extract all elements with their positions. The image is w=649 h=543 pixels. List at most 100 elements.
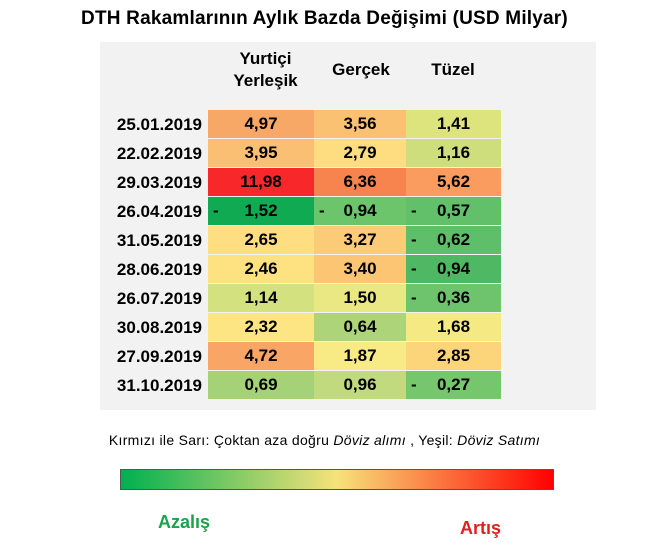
heatmap-cell: 2,46 [208, 255, 314, 283]
cell-value: 1,50 [343, 288, 377, 307]
heatmap-cell: -0,57 [406, 197, 501, 225]
heatmap-cell: 2,79 [314, 139, 406, 167]
cell-value: 0,64 [343, 317, 377, 336]
column-header-line: Tüzel [431, 60, 475, 79]
cell-value: 3,40 [343, 259, 377, 278]
table-row: 26.04.2019-1,52-0,94-0,57 [100, 197, 510, 226]
heatmap-cell: 1,68 [406, 313, 501, 341]
heatmap-cell: 3,40 [314, 255, 406, 283]
cell-value: 1,68 [436, 317, 471, 336]
heatmap-cell: 3,27 [314, 226, 406, 254]
heatmap-cell: 3,95 [208, 139, 314, 167]
cell-value: 0,36 [436, 288, 471, 307]
chart-title: DTH Rakamlarının Aylık Bazda Değişimi (U… [81, 8, 568, 29]
cell-value: 0,94 [436, 259, 471, 278]
cell-value: 4,97 [244, 114, 278, 133]
note-text-buy: Döviz alımı [333, 432, 406, 448]
row-date: 31.05.2019 [116, 231, 202, 250]
row-date: 27.09.2019 [116, 347, 202, 366]
cell-value: 2,65 [244, 230, 278, 249]
heatmap-cell: -0,94 [314, 197, 406, 225]
column-header-line: Yerleşik [233, 71, 298, 90]
heatmap-cell: 1,14 [208, 284, 314, 312]
heatmap-cell: 4,97 [208, 110, 314, 138]
heatmap-cell: 4,72 [208, 342, 314, 370]
table-row: 25.01.2019 4,97 3,56 1,41 [100, 110, 510, 139]
cell-value: 2,85 [436, 346, 471, 365]
row-date: 22.02.2019 [116, 144, 202, 163]
cell-value: 0,96 [343, 375, 377, 394]
cell-value: 3,95 [244, 143, 278, 162]
table-row: 31.05.2019 2,65 3,27 -0,62 [100, 226, 510, 255]
negative-sign: - [411, 375, 417, 394]
note-text-sell: Döviz Satımı [457, 432, 541, 448]
cell-value: 1,41 [436, 114, 471, 133]
column-header-line: Yurtiçi [239, 49, 292, 68]
table-row: 31.10.2019 0,69 0,96 -0,27 [100, 371, 510, 400]
cell-value: 0,62 [436, 230, 471, 249]
heatmap-cell: - 1,52 [208, 197, 314, 225]
heatmap-cell: 2,85 [406, 342, 501, 370]
cell-value: 0,94 [343, 201, 377, 220]
negative-sign: - [411, 259, 417, 278]
cell-value: 11,98 [240, 172, 282, 191]
heatmap-cell: 0,64 [314, 313, 406, 341]
cell-value: 0,27 [436, 375, 471, 394]
column-header-individual: Gerçek [314, 59, 408, 81]
heatmap-cell: -0,36 [406, 284, 501, 312]
cell-value: 1,16 [436, 143, 471, 162]
row-date: 30.08.2019 [116, 318, 202, 337]
heatmap-cell: 1,50 [314, 284, 406, 312]
negative-sign: - [411, 230, 417, 249]
table-row: 28.06.2019 2,46 3,40 -0,94 [100, 255, 510, 284]
note-text: Kırmızı ile Sarı: Çoktan aza doğru [108, 432, 334, 448]
heatmap-cell: 0,69 [208, 371, 314, 399]
cell-value: 2,46 [244, 259, 278, 278]
row-date: 25.01.2019 [116, 115, 202, 134]
row-date: 26.07.2019 [116, 289, 202, 308]
table-row: 26.07.2019 1,14 1,50 -0,36 [100, 284, 510, 313]
heatmap-cell: -0,94 [406, 255, 501, 283]
cell-value: 2,32 [244, 317, 278, 336]
heatmap-cell: 5,62 [406, 168, 501, 196]
heatmap-cell: 2,32 [208, 313, 314, 341]
negative-sign: - [411, 288, 417, 307]
cell-value: 5,62 [436, 172, 471, 191]
cell-value: 1,14 [244, 288, 278, 307]
cell-value: 6,36 [343, 172, 377, 191]
row-date: 31.10.2019 [116, 376, 202, 395]
heatmap-cell: 11,98 [208, 168, 314, 196]
column-header-corporate: Tüzel [406, 59, 500, 81]
note-text: , Yeşil: [405, 432, 458, 448]
row-date: 29.03.2019 [116, 173, 202, 192]
cell-value: 1,52 [244, 201, 278, 220]
cell-value: 0,69 [244, 375, 278, 394]
color-scale-bar [120, 469, 554, 490]
heatmap-cell: -0,27 [406, 371, 501, 399]
heatmap-cell: 2,65 [208, 226, 314, 254]
row-date: 28.06.2019 [116, 260, 202, 279]
negative-sign: - [213, 201, 219, 220]
legend-note: Kırmızı ile Sarı: Çoktan aza doğru Döviz… [0, 432, 649, 448]
heatmap-cell: 0,96 [314, 371, 406, 399]
cell-value: 1,87 [343, 346, 377, 365]
scale-label-increase: Artış [460, 518, 502, 538]
cell-value: 0,57 [436, 201, 471, 220]
table-row: 27.09.2019 4,72 1,87 2,85 [100, 342, 510, 371]
column-header-domestic-resident: Yurtiçi Yerleşik [214, 48, 317, 92]
cell-value: 4,72 [244, 346, 278, 365]
heatmap-cell: 1,16 [406, 139, 501, 167]
row-date: 26.04.2019 [116, 202, 202, 221]
heatmap-cell: 1,41 [406, 110, 501, 138]
heatmap-cell: 1,87 [314, 342, 406, 370]
table-row: 22.02.2019 3,95 2,79 1,16 [100, 139, 510, 168]
cell-value: 3,56 [343, 114, 377, 133]
heatmap-cell: 6,36 [314, 168, 406, 196]
heatmap-cell: -0,62 [406, 226, 501, 254]
cell-value: 2,79 [343, 143, 377, 162]
table-row: 29.03.2019 11,98 6,36 5,62 [100, 168, 510, 197]
cell-value: 3,27 [343, 230, 377, 249]
scale-label-decrease: Azalış [158, 512, 211, 532]
negative-sign: - [319, 201, 325, 220]
column-header-line: Gerçek [332, 60, 390, 79]
